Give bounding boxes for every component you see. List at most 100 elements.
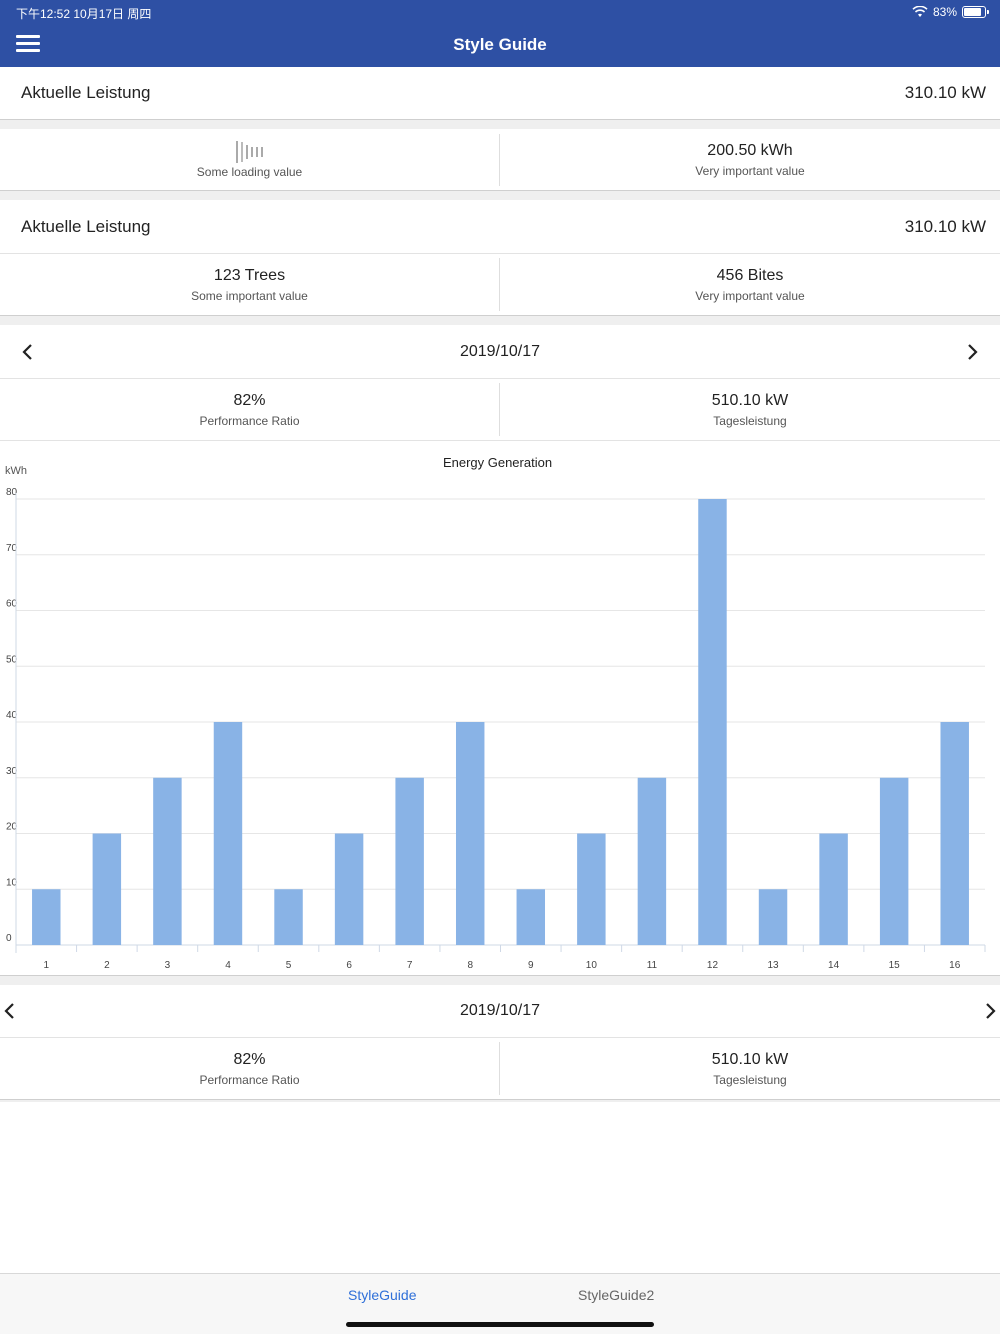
- performance-ratio-stat-2: 82% Performance Ratio: [0, 1042, 500, 1095]
- loading-icon: [236, 141, 263, 163]
- x-tick-label: 16: [949, 960, 961, 971]
- daily-output-stat: 510.10 kW Tagesleistung: [500, 379, 1000, 440]
- bar-9: [516, 889, 546, 945]
- date-nav-2: 2019/10/17: [0, 985, 1000, 1037]
- divider: [0, 253, 1000, 254]
- status-right: 83%: [912, 5, 989, 19]
- bar-12: [698, 499, 727, 945]
- trees-stat-value: 123 Trees: [213, 266, 286, 284]
- x-tick-label: 3: [165, 960, 171, 971]
- y-tick-label: 0: [6, 933, 12, 944]
- x-tick-label: 15: [889, 960, 901, 971]
- section-divider: [0, 975, 1000, 985]
- daily-output-caption-2: Tagesleistung: [713, 1072, 787, 1087]
- bar-1: [32, 889, 61, 945]
- tab-styleguide2[interactable]: StyleGuide2: [578, 1287, 655, 1303]
- y-axis-unit: kWh: [5, 465, 27, 477]
- date-label-2: 2019/10/17: [459, 1002, 541, 1019]
- section-divider: [0, 119, 1000, 129]
- stats-pair-3: 82% Performance Ratio 510.10 kW Tageslei…: [0, 379, 1000, 440]
- divider: [0, 1037, 1000, 1038]
- tab-styleguide[interactable]: StyleGuide: [348, 1287, 417, 1303]
- x-tick-label: 9: [528, 960, 534, 971]
- energy-stat-value: 200.50 kWh: [707, 142, 793, 159]
- bites-stat: 456 Bites Very important value: [500, 254, 1000, 315]
- y-tick-label: 40: [6, 710, 18, 721]
- bar-16: [940, 722, 969, 945]
- bar-6: [334, 833, 364, 945]
- bites-stat-caption: Very important value: [695, 288, 805, 303]
- battery-percent: 83%: [932, 5, 957, 19]
- y-tick-label: 70: [6, 543, 18, 554]
- chevron-right-icon[interactable]: [980, 1001, 1000, 1021]
- x-tick-label: 14: [828, 960, 840, 971]
- y-tick-label: 20: [6, 822, 18, 833]
- performance-ratio-caption: Performance Ratio: [199, 413, 300, 428]
- y-tick-label: 10: [6, 877, 18, 888]
- app-header: 下午12:52 10月17日 周四 83% Style Guide: [0, 0, 1000, 67]
- bar-2: [92, 833, 122, 945]
- loading-stat-caption: Some loading value: [196, 165, 303, 179]
- chart-title: Energy Generation: [442, 455, 553, 470]
- y-tick-label: 60: [6, 599, 18, 610]
- stats-pair-2: 123 Trees Some important value 456 Bites…: [0, 254, 1000, 315]
- x-tick-label: 10: [586, 960, 598, 971]
- chevron-right-icon[interactable]: [962, 342, 982, 362]
- daily-output-value-2: 510.10 kW: [711, 1050, 789, 1068]
- section-divider: [0, 190, 1000, 200]
- x-tick-label: 8: [467, 960, 473, 971]
- chevron-left-icon[interactable]: [18, 342, 38, 362]
- battery-level: [964, 8, 981, 16]
- daily-output-stat-2: 510.10 kW Tagesleistung: [500, 1038, 1000, 1099]
- performance-ratio-stat: 82% Performance Ratio: [0, 383, 500, 436]
- current-power-label: Aktuelle Leistung: [21, 83, 151, 102]
- home-indicator: [346, 1322, 654, 1327]
- bar-11: [637, 777, 667, 945]
- daily-output-caption: Tagesleistung: [713, 413, 787, 428]
- loading-stat: Some loading value: [0, 134, 500, 186]
- performance-ratio-value: 82%: [233, 391, 266, 409]
- bar-13: [758, 889, 788, 945]
- bar-8: [455, 722, 485, 945]
- bar-3: [153, 777, 182, 945]
- status-time: 下午12:52 10月17日 周四: [16, 7, 152, 21]
- menu-icon[interactable]: [16, 35, 40, 53]
- chevron-left-icon[interactable]: [0, 1001, 20, 1021]
- bar-4: [213, 722, 243, 945]
- bar-7: [395, 777, 424, 945]
- energy-stat-caption: Very important value: [695, 164, 805, 178]
- current-power-value: 310.10 kW: [904, 83, 986, 102]
- bar-15: [879, 777, 909, 945]
- section-divider: [0, 315, 1000, 325]
- x-tick-label: 4: [225, 960, 231, 971]
- daily-output-value: 510.10 kW: [711, 391, 789, 409]
- current-power-value-2: 310.10 kW: [904, 217, 986, 236]
- x-tick-label: 11: [647, 960, 658, 971]
- current-power-row: Aktuelle Leistung 310.10 kW: [0, 67, 1000, 119]
- current-power-row-2: Aktuelle Leistung 310.10 kW: [0, 201, 1000, 253]
- x-tick-label: 1: [44, 960, 50, 971]
- y-tick-label: 80: [6, 487, 18, 498]
- y-tick-label: 50: [6, 654, 18, 665]
- bar-10: [577, 833, 606, 945]
- divider: [0, 378, 1000, 379]
- page-title: Style Guide: [453, 35, 547, 54]
- bar-5: [274, 889, 303, 945]
- bar-14: [819, 833, 848, 945]
- wifi-icon: [912, 6, 928, 17]
- trees-stat-caption: Some important value: [191, 288, 308, 303]
- x-tick-label: 6: [346, 960, 352, 971]
- x-tick-label: 12: [707, 960, 719, 971]
- x-tick-label: 7: [407, 960, 413, 971]
- bites-stat-value: 456 Bites: [716, 266, 784, 284]
- y-tick-label: 30: [6, 766, 18, 777]
- stats-pair-4: 82% Performance Ratio 510.10 kW Tageslei…: [0, 1038, 1000, 1099]
- divider: [0, 440, 1000, 441]
- x-tick-label: 2: [104, 960, 110, 971]
- performance-ratio-caption-2: Performance Ratio: [199, 1072, 300, 1087]
- date-label: 2019/10/17: [459, 343, 541, 360]
- energy-stat: 200.50 kWh Very important value: [500, 130, 1000, 190]
- tab-bar: StyleGuide StyleGuide2: [0, 1273, 1000, 1334]
- energy-chart: Energy Generation kWh 0 10 20 30 40 50 60 70 80 1…: [0, 441, 1000, 975]
